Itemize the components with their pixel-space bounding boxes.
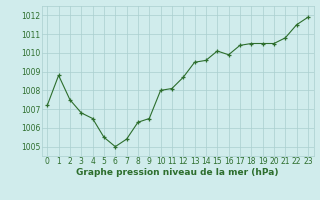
- X-axis label: Graphe pression niveau de la mer (hPa): Graphe pression niveau de la mer (hPa): [76, 168, 279, 177]
